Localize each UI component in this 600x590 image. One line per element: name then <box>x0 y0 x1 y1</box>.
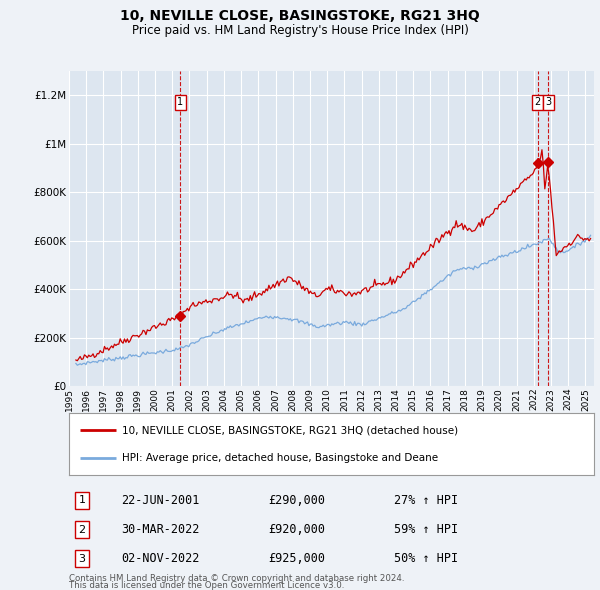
Text: £925,000: £925,000 <box>269 552 325 565</box>
Text: 2: 2 <box>535 97 541 107</box>
Text: 30-MAR-2022: 30-MAR-2022 <box>121 523 200 536</box>
Text: 10, NEVILLE CLOSE, BASINGSTOKE, RG21 3HQ: 10, NEVILLE CLOSE, BASINGSTOKE, RG21 3HQ <box>120 9 480 23</box>
Text: 3: 3 <box>79 554 86 563</box>
Text: 50% ↑ HPI: 50% ↑ HPI <box>395 552 458 565</box>
Text: 22-JUN-2001: 22-JUN-2001 <box>121 494 200 507</box>
Text: 3: 3 <box>545 97 551 107</box>
Text: 1: 1 <box>79 496 86 505</box>
Text: 02-NOV-2022: 02-NOV-2022 <box>121 552 200 565</box>
Text: 10, NEVILLE CLOSE, BASINGSTOKE, RG21 3HQ (detached house): 10, NEVILLE CLOSE, BASINGSTOKE, RG21 3HQ… <box>121 425 458 435</box>
Text: This data is licensed under the Open Government Licence v3.0.: This data is licensed under the Open Gov… <box>69 581 344 590</box>
Text: HPI: Average price, detached house, Basingstoke and Deane: HPI: Average price, detached house, Basi… <box>121 453 437 463</box>
Text: £290,000: £290,000 <box>269 494 325 507</box>
Text: 27% ↑ HPI: 27% ↑ HPI <box>395 494 458 507</box>
Text: £920,000: £920,000 <box>269 523 325 536</box>
Text: 1: 1 <box>178 97 184 107</box>
Text: 59% ↑ HPI: 59% ↑ HPI <box>395 523 458 536</box>
Text: 2: 2 <box>79 525 86 535</box>
Text: Price paid vs. HM Land Registry's House Price Index (HPI): Price paid vs. HM Land Registry's House … <box>131 24 469 37</box>
Text: Contains HM Land Registry data © Crown copyright and database right 2024.: Contains HM Land Registry data © Crown c… <box>69 574 404 583</box>
